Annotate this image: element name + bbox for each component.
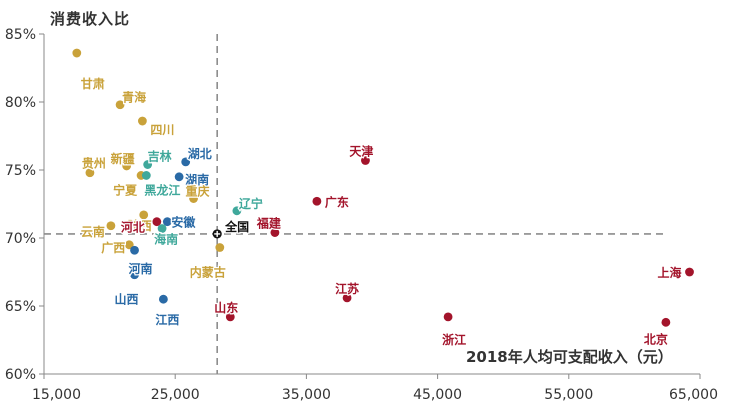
point-marker [157,224,167,233]
point-marker [232,206,242,216]
point-marker [189,194,198,203]
point-label: 河北 [120,220,145,235]
x-tick-label: 15,000 [32,387,81,403]
data-points [72,48,694,327]
point-marker [342,293,352,303]
y-tick-label: 60% [5,367,36,383]
y-tick-label: 80% [5,95,36,111]
point-label: 广东 [325,194,349,209]
point-label: 新疆 [111,151,135,166]
point-label: 青海 [122,90,146,105]
point-label: 浙江 [442,332,466,347]
point-label: 湖北 [188,146,212,161]
point-label: 云南 [81,224,105,239]
point-label: 宁夏 [113,182,138,197]
point-label: 江苏 [335,281,359,296]
point-label: 安徽 [171,215,196,230]
point-marker [158,294,168,304]
point-marker [130,270,139,280]
point-label: 贵州 [82,156,106,171]
point-label: 江西 [155,312,179,327]
x-tick-label: 45,000 [413,387,462,403]
y-tick-label: 85% [5,27,36,43]
y-axis-title: 消费收入比 [50,10,131,28]
point-label: 山东 [214,300,238,315]
y-tick-label: 65% [5,299,36,315]
point-marker [162,217,172,227]
point-label: 重庆 [186,184,210,199]
point-label: 辽宁 [239,196,263,211]
point-label: 湖南 [185,172,209,187]
point-label: 四川 [150,123,174,137]
axes: 60% 65% 70% 75% 80% 85% 15,000 25,000 35,000 45,0… [5,27,718,403]
point-label: 北京 [644,331,668,346]
x-axis-title: 2018年人均可支配收入（元） [466,348,673,366]
point-label: 上海 [657,265,681,280]
point-label: 全国 [224,219,249,234]
x-tick-label: 25,000 [151,387,200,403]
y-tick-label: 75% [5,163,36,179]
point-marker [215,243,225,252]
point-marker [124,240,134,250]
point-marker [72,48,82,58]
point-label: 陕西 [128,218,152,233]
point-marker [181,157,191,167]
x-tick-label: 35,000 [282,387,331,403]
point-label: 广西 [101,240,125,255]
point-label: 天津 [349,143,373,158]
point-marker [115,100,125,110]
point-marker [443,312,453,322]
x-tick-label: 65,000 [669,387,718,403]
point-marker [152,217,162,227]
point-marker [685,267,694,277]
point-marker [361,156,370,165]
point-label: 海南 [154,231,178,246]
point-label: 内蒙古 [190,265,226,280]
point-marker [174,172,184,182]
point-label: 山西 [115,292,139,307]
point-label: 黑龙江 [144,182,180,197]
point-marker [661,317,671,327]
point-marker [141,171,151,180]
point-marker [85,168,95,178]
point-marker [138,116,147,126]
point-marker [139,210,149,220]
point-marker [106,221,116,231]
point-label: 河南 [128,261,153,276]
point-label: 福建 [256,216,282,231]
point-marker [270,228,280,237]
y-tick-label: 70% [5,231,36,247]
point-label: 吉林 [148,149,172,164]
point-marker [130,245,139,255]
point-label: 甘肃 [81,76,105,91]
x-tick-label: 55,000 [544,387,593,403]
reference-lines [44,34,668,374]
point-marker [143,160,153,169]
point-marker [122,161,132,171]
point-marker [225,312,235,322]
point-marker [312,196,322,206]
